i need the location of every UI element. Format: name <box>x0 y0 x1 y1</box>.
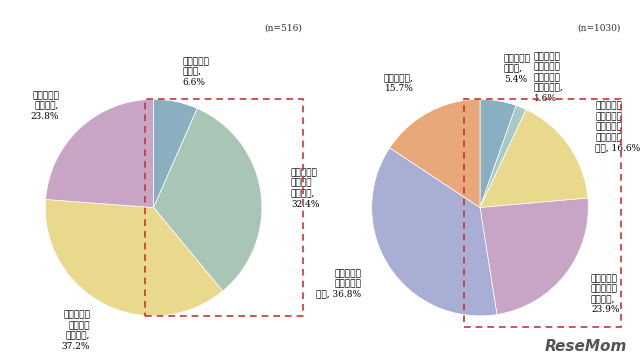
Wedge shape <box>45 199 223 316</box>
Text: 関心はある
が不安の方
が大きい,
23.9%: 関心はある が不安の方 が大きい, 23.9% <box>591 274 620 314</box>
Wedge shape <box>45 99 154 208</box>
Wedge shape <box>154 108 262 291</box>
Wedge shape <box>154 99 197 208</box>
Text: どちらかと
言えば関
心はない,
37.2%: どちらかと 言えば関 心はない, 37.2% <box>61 310 90 351</box>
Text: 進学させた
いとは思わ
ない, 36.8%: 進学させた いとは思わ ない, 36.8% <box>316 269 362 299</box>
Text: 地方留学への関心（ニーズ調査；親）: 地方留学への関心（ニーズ調査；親） <box>333 42 452 55</box>
Text: 地方留学への関心（ニーズ調査；生徒）: 地方留学への関心（ニーズ調査；生徒） <box>18 42 144 55</box>
Wedge shape <box>480 99 516 208</box>
Text: かかる金額
が許容範囲
であれば進
学させてみ
たい, 16.6%: かかる金額 が許容範囲 であれば進 学させてみ たい, 16.6% <box>595 102 640 152</box>
Text: 進学させて
みたい,
5.4%: 進学させて みたい, 5.4% <box>504 54 531 84</box>
Wedge shape <box>480 105 526 208</box>
Text: まったく関
心はない,
23.8%: まったく関 心はない, 23.8% <box>31 91 60 121</box>
Wedge shape <box>480 198 588 314</box>
Text: 親も一緒に
行く形であ
れば進学さ
せてみたい,
1.6%: 親も一緒に 行く形であ れば進学さ せてみたい, 1.6% <box>534 52 563 103</box>
Text: (n=516): (n=516) <box>264 23 303 32</box>
Wedge shape <box>480 110 588 208</box>
Text: (n=1030): (n=1030) <box>577 23 621 32</box>
Text: わからない,
15.7%: わからない, 15.7% <box>383 74 413 93</box>
Wedge shape <box>372 148 497 316</box>
Wedge shape <box>390 99 480 208</box>
Text: ReseMom: ReseMom <box>545 339 627 354</box>
Text: とても関心
がある,
6.6%: とても関心 がある, 6.6% <box>182 57 209 87</box>
Text: どちらかと
言えば関
心がある,
32.4%: どちらかと 言えば関 心がある, 32.4% <box>291 168 319 209</box>
